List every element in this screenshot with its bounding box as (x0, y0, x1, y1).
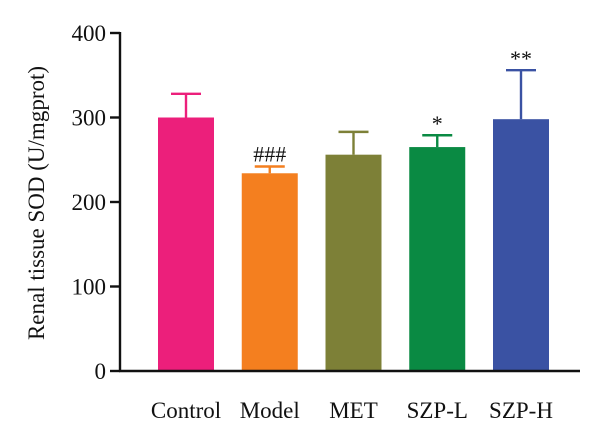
bars (158, 117, 549, 371)
x-category-label: MET (329, 398, 378, 423)
y-tick-label: 200 (72, 190, 107, 215)
y-axis-title: Renal tissue SOD (U/mgprot) (24, 66, 49, 340)
bar-szp-h (493, 119, 549, 371)
y-tick-label: 300 (72, 106, 107, 131)
x-category-label: Model (240, 398, 300, 423)
significance-label: * (432, 111, 443, 136)
x-category-label: Control (151, 398, 221, 423)
significance-annotations: ###*** (253, 46, 532, 166)
y-axis-ticks: 0 100 200 300 400 (72, 21, 120, 384)
y-tick-label: 400 (72, 21, 107, 46)
bar-szp-l (409, 147, 466, 371)
error-bars (171, 68, 536, 174)
x-axis-category-labels: Control Model MET SZP-L SZP-H (151, 398, 553, 423)
bar-model (241, 173, 298, 371)
significance-label: ### (253, 142, 286, 167)
x-category-label: SZP-L (407, 398, 468, 423)
bar-control (158, 117, 214, 371)
y-tick-label: 100 (72, 275, 107, 300)
y-tick-label: 0 (95, 359, 107, 384)
x-category-label: SZP-H (489, 398, 553, 423)
bar-met (325, 154, 382, 371)
significance-label: ** (510, 46, 532, 71)
